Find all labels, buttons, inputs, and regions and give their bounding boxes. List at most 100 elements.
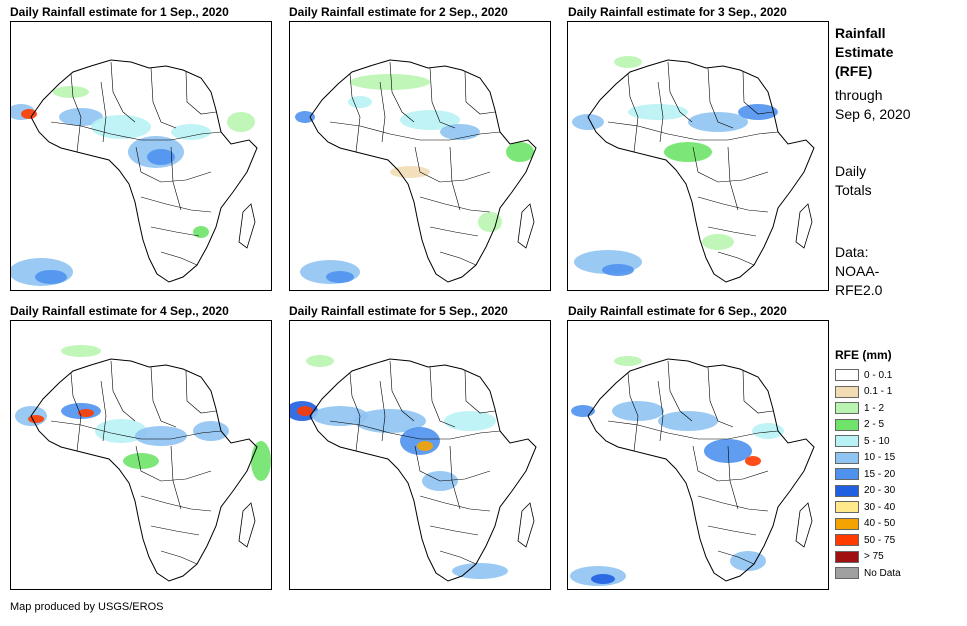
rainfall-patch xyxy=(417,441,433,451)
map-canvas xyxy=(290,355,537,582)
legend-swatch xyxy=(835,385,859,398)
legend-item: 10 - 15 xyxy=(835,450,901,466)
map-canvas xyxy=(572,56,815,283)
rainfall-map-2 xyxy=(289,21,551,291)
legend-swatch xyxy=(835,402,859,414)
country-border xyxy=(607,121,779,141)
legend-item: 0 - 0.1 xyxy=(835,367,901,383)
rainfall-map-3 xyxy=(567,21,829,291)
rainfall-patch xyxy=(295,111,315,123)
legend-label: 10 - 15 xyxy=(864,452,896,463)
country-border xyxy=(429,67,456,129)
rainfall-patch xyxy=(628,104,688,120)
map-title: Rainfall Estimate (RFE) xyxy=(835,25,894,79)
country-border xyxy=(185,370,217,414)
through-date: through Sep 6, 2020 xyxy=(835,87,911,122)
country-border xyxy=(717,251,755,266)
madagascar-outline xyxy=(517,203,535,249)
rainfall-patch xyxy=(440,124,480,140)
coastline xyxy=(30,358,258,582)
daily-totals-label: Daily Totals xyxy=(835,163,872,198)
rainfall-patch xyxy=(123,453,159,469)
legend-item: 15 - 20 xyxy=(835,466,901,482)
panel-title-2: Daily Rainfall estimate for 2 Sep., 2020 xyxy=(289,5,508,19)
rainfall-patch xyxy=(572,114,604,130)
country-border xyxy=(657,81,664,143)
legend-swatch xyxy=(835,501,859,513)
country-border xyxy=(697,196,769,213)
rainfall-patch xyxy=(591,574,615,584)
map-credit: Map produced by USGS/EROS xyxy=(10,601,164,613)
rainfall-patch xyxy=(193,226,209,238)
rainfall-patch xyxy=(390,166,430,178)
country-border xyxy=(449,445,461,510)
rainfall-patch xyxy=(348,96,372,108)
rainfall-patch xyxy=(745,456,761,466)
rainfall-patch xyxy=(147,149,175,165)
legend-swatch xyxy=(835,435,859,447)
country-border xyxy=(717,550,755,565)
legend-item: 0.1 - 1 xyxy=(835,384,901,400)
legend-title: RFE (mm) xyxy=(835,348,892,362)
legend-item: 40 - 50 xyxy=(835,516,901,532)
country-border xyxy=(50,121,222,141)
legend-swatch xyxy=(835,517,859,530)
country-border xyxy=(100,81,107,143)
rainfall-patch xyxy=(702,234,734,250)
country-border xyxy=(379,81,386,143)
panel-title-6: Daily Rainfall estimate for 6 Sep., 2020 xyxy=(568,304,787,318)
country-border xyxy=(439,251,477,266)
rainfall-map-4 xyxy=(10,320,272,590)
country-border xyxy=(150,366,177,428)
country-border xyxy=(329,121,501,141)
country-border xyxy=(707,226,757,237)
rainfall-patch xyxy=(227,112,255,132)
legend-label: > 75 xyxy=(864,551,884,562)
country-border xyxy=(742,71,774,115)
country-border xyxy=(429,525,479,536)
country-border xyxy=(150,525,200,536)
legend-item: 2 - 5 xyxy=(835,417,901,433)
rainfall-patch xyxy=(297,406,313,416)
country-border xyxy=(419,196,491,213)
country-border xyxy=(185,71,217,115)
rainfall-patch xyxy=(326,271,354,283)
madagascar-outline xyxy=(238,203,256,249)
legend-swatch xyxy=(835,468,859,480)
country-border xyxy=(140,495,212,512)
rainfall-patch xyxy=(752,423,784,439)
country-border xyxy=(160,550,198,565)
country-border xyxy=(707,67,734,129)
country-border xyxy=(349,372,361,452)
rainfall-map-6 xyxy=(567,320,829,590)
country-border xyxy=(697,495,769,512)
coastline xyxy=(587,59,815,283)
country-border xyxy=(414,146,491,183)
country-border xyxy=(692,445,769,482)
rainfall-map-5 xyxy=(289,320,551,590)
country-border xyxy=(329,420,501,440)
country-border xyxy=(667,360,693,422)
country-border xyxy=(742,370,774,414)
coastline xyxy=(309,59,537,283)
rainfall-patch xyxy=(21,109,37,119)
country-border xyxy=(110,360,136,422)
legend-label: 20 - 30 xyxy=(864,485,896,496)
rainfall-patch xyxy=(400,110,460,130)
rainfall-patch xyxy=(612,401,664,421)
madagascar-outline xyxy=(238,502,256,548)
country-border xyxy=(707,525,757,536)
country-border xyxy=(627,372,639,452)
rainfall-patch xyxy=(506,142,534,162)
country-border xyxy=(160,251,198,266)
country-border xyxy=(727,445,739,510)
legend-item: 50 - 75 xyxy=(835,532,901,548)
legend-item: > 75 xyxy=(835,549,901,565)
legend-label: 30 - 40 xyxy=(864,501,896,513)
legend-label: 2 - 5 xyxy=(864,419,885,430)
country-border xyxy=(692,146,769,183)
legend-label: 40 - 50 xyxy=(864,518,896,529)
country-border xyxy=(429,366,456,428)
legend-label: 0 - 0.1 xyxy=(864,369,893,381)
legend-swatch xyxy=(835,550,859,563)
